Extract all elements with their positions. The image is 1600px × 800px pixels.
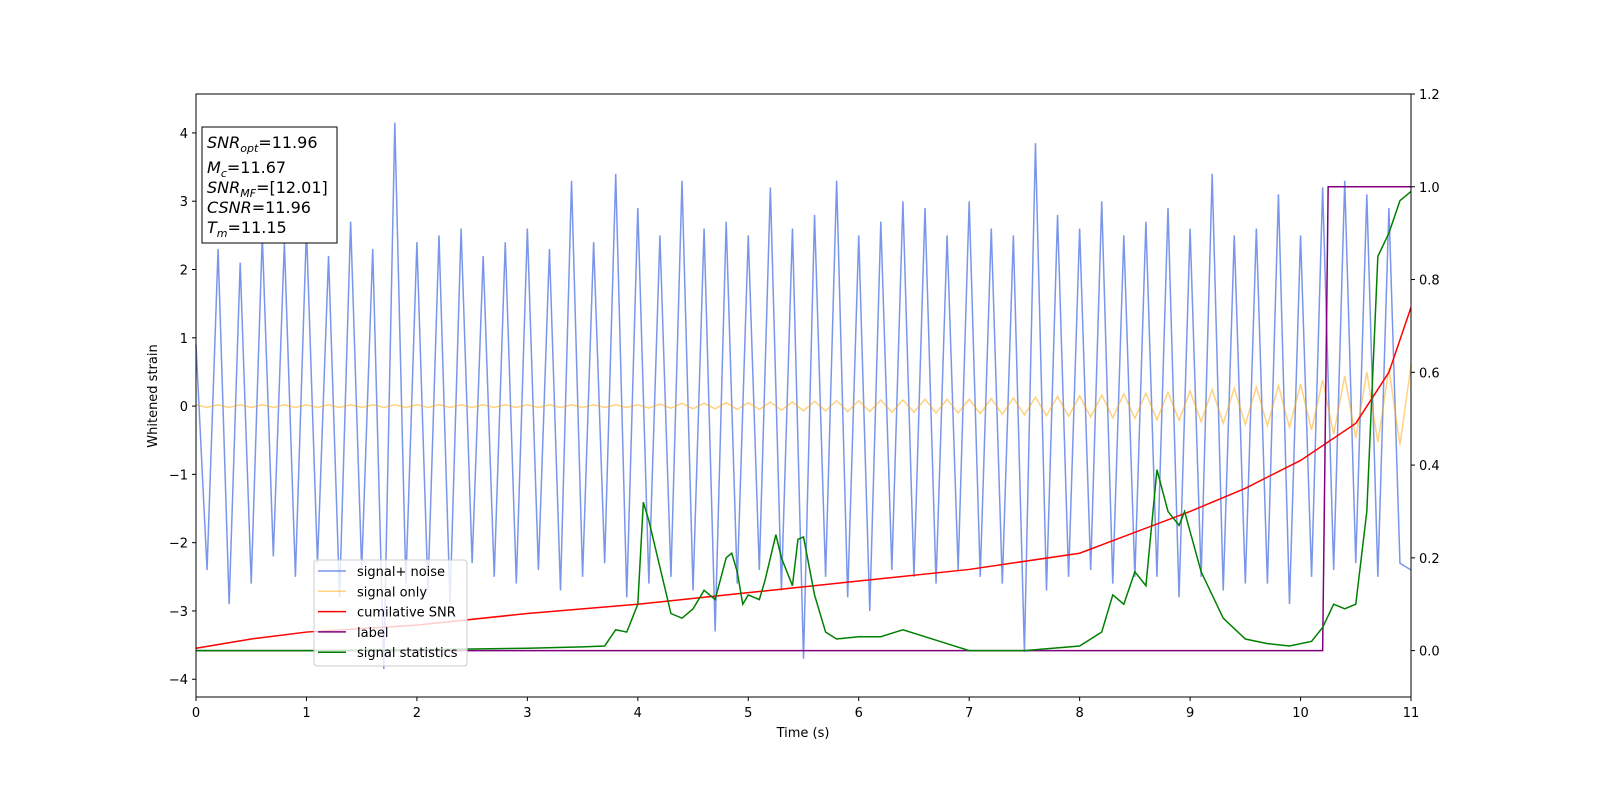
annotation-base: SNR [207, 178, 240, 197]
annotation-sub: MF [240, 187, 256, 200]
y2-tick-label: 1.0 [1419, 181, 1440, 196]
annotation-text: Mc=11.67 [207, 158, 286, 180]
annotation-value: =11.67 [227, 158, 286, 177]
y-tick-label: 0 [180, 400, 188, 415]
x-tick-label: 10 [1292, 706, 1309, 721]
y-tick-label: −3 [169, 605, 188, 620]
annotation-text: SNRopt=11.96 [207, 133, 318, 155]
y-tick-label: 3 [180, 195, 188, 210]
y2-tick-label: 1.2 [1419, 88, 1440, 103]
annotation-frame [201, 126, 338, 244]
annotation-base: CSNR [207, 198, 252, 217]
x-tick-label: 4 [634, 706, 642, 721]
x-tick-label: 5 [744, 706, 752, 721]
annotation-value: =11.96 [252, 198, 311, 217]
annotation-value: =11.96 [258, 133, 317, 152]
series-line [195, 365, 1412, 446]
annotation-text: CSNR=11.96 [207, 198, 311, 217]
legend-label: signal+ noise [357, 565, 445, 580]
annotation-sub: c [221, 167, 227, 180]
series-line [195, 122, 1412, 670]
annotation-sub: opt [240, 142, 259, 155]
y-tick-label: −1 [169, 468, 188, 483]
legend: signal+ noise signal only cumilative SNR la… [313, 559, 468, 667]
y-tick-label: 4 [180, 127, 188, 142]
x-tick-label: 8 [1075, 706, 1083, 721]
x-tick-label: 3 [523, 706, 531, 721]
annotation-base: SNR [207, 133, 240, 152]
x-tick-label: 7 [965, 706, 973, 721]
x-tick-label: 2 [413, 706, 421, 721]
annotation-value: =11.15 [228, 218, 287, 237]
legend-frame [313, 559, 468, 667]
y-axis-label: Whitened strain [146, 344, 161, 447]
annotation-sub: m [217, 227, 228, 240]
legend-label: signal statistics [357, 646, 458, 661]
y-tick-label: −4 [169, 673, 188, 688]
annotation-text: SNRMF=[12.01] [207, 178, 328, 200]
y2-tick-label: 0.4 [1419, 459, 1440, 474]
axes-frame [195, 93, 1412, 698]
annotation-base: M [207, 158, 221, 177]
x-tick-label: 11 [1403, 706, 1420, 721]
y2-tick-label: 0.8 [1419, 274, 1440, 289]
y2-tick-label: 0.2 [1419, 552, 1440, 567]
annotation-text: Tm=11.15 [207, 218, 287, 240]
x-tick-label: 6 [855, 706, 863, 721]
y-tick-label: −2 [169, 537, 188, 552]
series-line [196, 186, 1411, 652]
annotation-value: =[12.01] [256, 178, 328, 197]
annotation-base: T [207, 218, 218, 237]
legend-label: cumilative SNR [357, 606, 456, 621]
annotation-box: SNRopt=11.96Mc=11.67SNRMF=[12.01]CSNR=11… [201, 126, 338, 244]
y2-tick-label: 0.6 [1419, 366, 1440, 381]
x-tick-label: 1 [302, 706, 310, 721]
legend-label: label [357, 626, 388, 641]
y-tick-label: 1 [180, 332, 188, 347]
x-tick-label: 0 [192, 706, 200, 721]
legend-label: signal only [357, 585, 427, 600]
y-tick-label: 2 [180, 264, 188, 279]
series-line [196, 190, 1412, 652]
x-tick-label: 9 [1186, 706, 1194, 721]
y2-tick-label: 0.0 [1419, 645, 1440, 660]
x-axis-label: Time (s) [776, 726, 830, 741]
